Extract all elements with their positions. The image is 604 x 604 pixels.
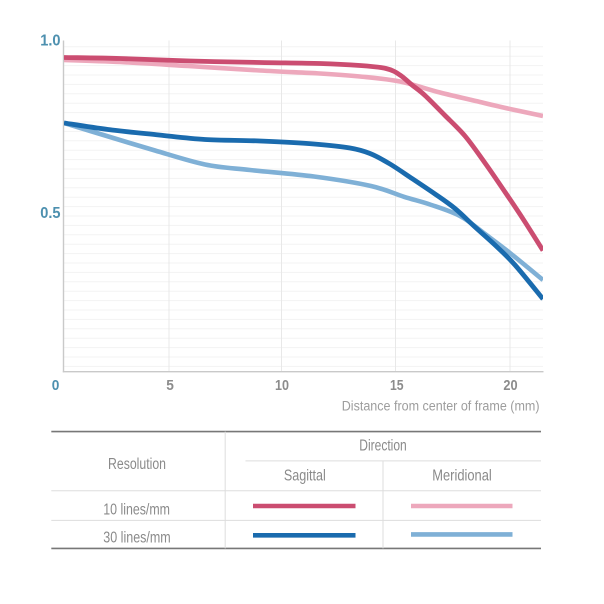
svg-text:0: 0 <box>52 377 60 394</box>
svg-text:10 lines/mm: 10 lines/mm <box>103 500 170 518</box>
svg-text:Direction: Direction <box>359 436 406 454</box>
svg-text:10: 10 <box>275 376 289 393</box>
svg-text:0.5: 0.5 <box>40 205 61 223</box>
svg-text:30 lines/mm: 30 lines/mm <box>103 528 170 546</box>
svg-text:Meridional: Meridional <box>432 467 491 484</box>
svg-text:20: 20 <box>503 376 517 393</box>
svg-text:5: 5 <box>166 377 174 394</box>
svg-text:15: 15 <box>390 377 404 393</box>
svg-text:1.0: 1.0 <box>40 32 60 50</box>
svg-text:Sagittal: Sagittal <box>284 466 326 484</box>
svg-text:Resolution: Resolution <box>108 455 166 473</box>
svg-text:Distance from center of frame: Distance from center of frame (mm) <box>342 398 540 414</box>
